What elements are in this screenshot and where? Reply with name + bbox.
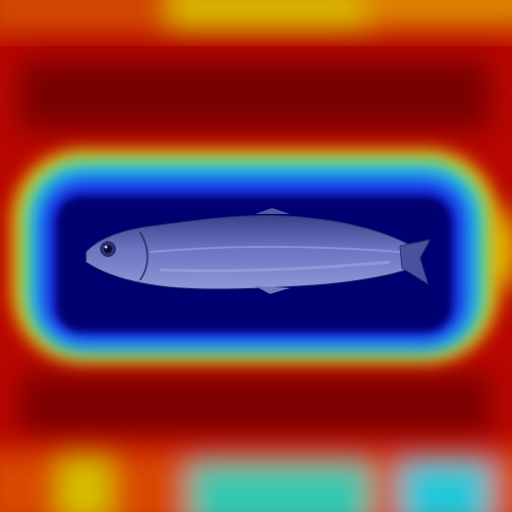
fish-icon [85,208,431,294]
heatmap-top-band [0,0,512,35]
heatmap-dark-rows [20,60,490,435]
